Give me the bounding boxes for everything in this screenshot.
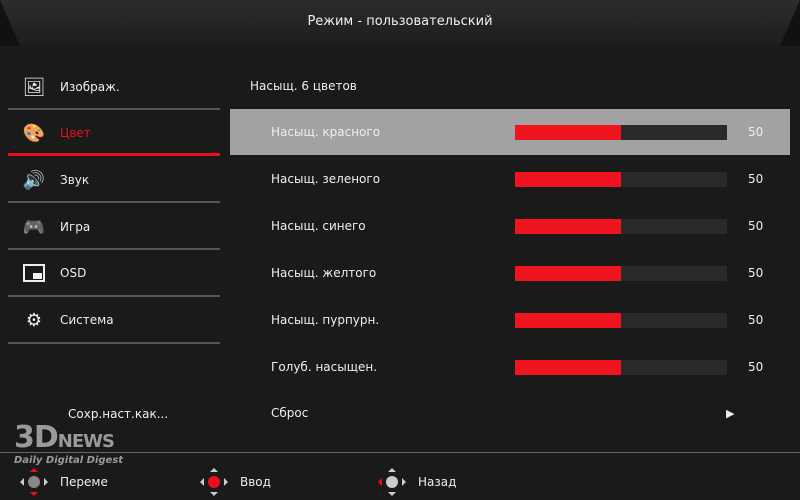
sidebar-item-label: Игра	[60, 220, 91, 234]
saturation-slider[interactable]	[515, 171, 727, 187]
row-label: Насыщ. красного	[271, 125, 381, 139]
saturation-slider[interactable]	[515, 124, 727, 140]
footer-back: Назад	[378, 468, 456, 496]
row-value: 50	[748, 172, 764, 186]
slider-fill	[515, 265, 621, 281]
section-title: Насыщ. 6 цветов	[250, 79, 357, 93]
slider-fill	[515, 312, 621, 328]
image-icon: 🖼	[22, 76, 46, 98]
row-value: 50	[748, 125, 764, 139]
saturation-row[interactable]: Насыщ. красного 50	[230, 109, 790, 155]
sidebar-item-image[interactable]: 🖼 Изображ.	[8, 64, 220, 110]
sidebar-item-game[interactable]: 🎮 Игра	[8, 204, 220, 250]
gamepad-icon: 🎮	[22, 216, 46, 238]
saturation-row[interactable]: Насыщ. желтого 50	[230, 250, 790, 296]
footer-divider	[0, 452, 800, 453]
speaker-icon: 🔊	[22, 169, 46, 191]
watermark-logo: 3DNEWS Daily Digital Digest	[14, 420, 124, 466]
row-value: 50	[748, 219, 764, 233]
row-label: Насыщ. желтого	[271, 266, 377, 280]
divider	[8, 342, 220, 344]
palette-icon: 🎨	[22, 122, 46, 144]
footer-enter-label: Ввод	[240, 475, 271, 489]
slider-fill	[515, 218, 621, 234]
sidebar-item-label: Изображ.	[60, 80, 120, 94]
saturation-slider[interactable]	[515, 359, 727, 375]
slider-fill	[515, 124, 621, 140]
reset-label: Сброс	[271, 406, 309, 420]
dpad-back-icon	[378, 468, 406, 496]
slider-fill	[515, 359, 621, 375]
row-label: Насыщ. пурпурн.	[271, 313, 380, 327]
sidebar-item-label: OSD	[60, 266, 87, 280]
divider	[8, 248, 220, 250]
title-bar	[0, 0, 800, 46]
slider-fill	[515, 171, 621, 187]
dpad-move-icon	[20, 468, 48, 496]
osd-window-icon	[22, 263, 46, 283]
dpad-enter-icon	[200, 468, 228, 496]
saturation-slider[interactable]	[515, 312, 727, 328]
row-value: 50	[748, 313, 764, 327]
row-label: Голуб. насыщен.	[271, 360, 378, 374]
footer-enter: Ввод	[200, 468, 271, 496]
page-title: Режим - пользовательский	[307, 14, 493, 29]
saturation-slider[interactable]	[515, 218, 727, 234]
gear-icon: ⚙	[25, 309, 43, 331]
save-settings-as-button[interactable]: Сохр.наст.как...	[68, 407, 169, 421]
saturation-row[interactable]: Насыщ. зеленого 50	[230, 156, 790, 202]
sidebar-item-label: Цвет	[60, 126, 91, 140]
sidebar-item-sound[interactable]: 🔊 Звук	[8, 157, 220, 203]
footer-back-label: Назад	[418, 475, 457, 489]
row-value: 50	[748, 360, 764, 374]
footer-move-label: Переме	[60, 475, 108, 489]
saturation-row[interactable]: Насыщ. пурпурн. 50	[230, 297, 790, 343]
row-label: Насыщ. синего	[271, 219, 366, 233]
sidebar-item-osd[interactable]: OSD	[8, 250, 220, 296]
saturation-row[interactable]: Насыщ. синего 50	[230, 203, 790, 249]
row-label: Насыщ. зеленого	[271, 172, 381, 186]
reset-row[interactable]: Сброс ▶	[230, 390, 790, 436]
divider	[8, 108, 220, 110]
sidebar-item-system[interactable]: ⚙ Система	[8, 297, 220, 343]
saturation-slider[interactable]	[515, 265, 727, 281]
active-underline	[8, 153, 220, 156]
divider	[8, 201, 220, 203]
sidebar-item-label: Система	[60, 313, 114, 327]
footer-move: Переме	[20, 468, 108, 496]
divider	[8, 295, 220, 297]
row-value: 50	[748, 266, 764, 280]
sidebar-item-color[interactable]: 🎨 Цвет	[8, 110, 220, 156]
saturation-row[interactable]: Голуб. насыщен. 50	[230, 344, 790, 390]
sidebar-item-label: Звук	[60, 173, 90, 187]
chevron-right-icon: ▶	[726, 406, 735, 420]
